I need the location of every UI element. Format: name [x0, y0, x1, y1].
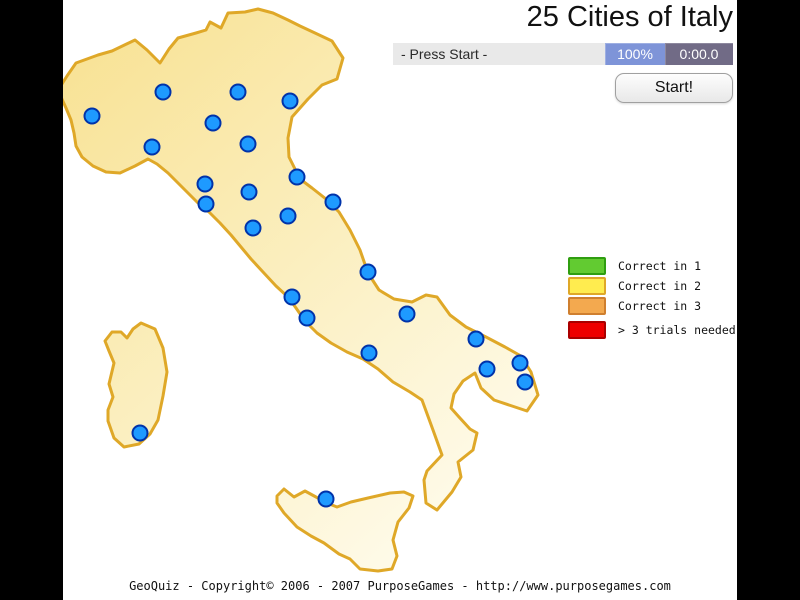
city-dot[interactable]	[131, 424, 149, 442]
city-dot[interactable]	[467, 330, 485, 348]
legend-swatch	[568, 277, 606, 295]
timer-display: 0:00.0	[665, 43, 733, 65]
city-dot[interactable]	[239, 135, 257, 153]
score-legend: Correct in 1 Correct in 2 Correct in 3 > 3 …	[568, 256, 736, 340]
footer-credit: GeoQuiz - Copyright© 2006 - 2007 Purpose…	[129, 579, 671, 593]
region-sardinia[interactable]	[103, 321, 169, 449]
city-dot[interactable]	[196, 175, 214, 193]
game-area: 25 Cities of Italy - Press Start - 100% …	[63, 0, 737, 600]
region-sicily[interactable]	[275, 487, 415, 573]
city-dot[interactable]	[288, 168, 306, 186]
city-dot[interactable]	[229, 83, 247, 101]
city-dot[interactable]	[516, 373, 534, 391]
legend-swatch	[568, 297, 606, 315]
legend-label: Correct in 1	[618, 259, 702, 273]
legend-row: Correct in 3	[568, 296, 736, 316]
city-dot[interactable]	[359, 263, 377, 281]
start-button[interactable]: Start!	[615, 73, 733, 103]
legend-row: Correct in 2	[568, 276, 736, 296]
city-dot[interactable]	[317, 490, 335, 508]
legend-label: > 3 trials needed	[618, 323, 736, 337]
legend-row: Correct in 1	[568, 256, 736, 276]
legend-swatch	[568, 257, 606, 275]
city-dots-layer	[83, 83, 534, 508]
city-dot[interactable]	[204, 114, 222, 132]
city-dot[interactable]	[324, 193, 342, 211]
italy-map	[63, 7, 540, 573]
city-dot[interactable]	[197, 195, 215, 213]
city-dot[interactable]	[154, 83, 172, 101]
page-title: 25 Cities of Italy	[526, 1, 733, 33]
status-bar: - Press Start - 100% 0:00.0	[393, 43, 733, 65]
legend-row: > 3 trials needed	[568, 320, 736, 340]
city-dot[interactable]	[281, 92, 299, 110]
legend-label: Correct in 3	[618, 299, 702, 313]
progress-percent: 100%	[605, 43, 665, 65]
city-dot[interactable]	[478, 360, 496, 378]
city-dot[interactable]	[398, 305, 416, 323]
city-dot[interactable]	[240, 183, 258, 201]
city-dot[interactable]	[143, 138, 161, 156]
legend-label: Correct in 2	[618, 279, 702, 293]
region-mainland-italy[interactable]	[63, 7, 540, 512]
city-dot[interactable]	[511, 354, 529, 372]
status-message: - Press Start -	[393, 43, 605, 65]
city-dot[interactable]	[244, 219, 262, 237]
legend-swatch	[568, 321, 606, 339]
city-dot[interactable]	[283, 288, 301, 306]
city-dot[interactable]	[298, 309, 316, 327]
city-dot[interactable]	[279, 207, 297, 225]
city-dot[interactable]	[83, 107, 101, 125]
city-dot[interactable]	[360, 344, 378, 362]
